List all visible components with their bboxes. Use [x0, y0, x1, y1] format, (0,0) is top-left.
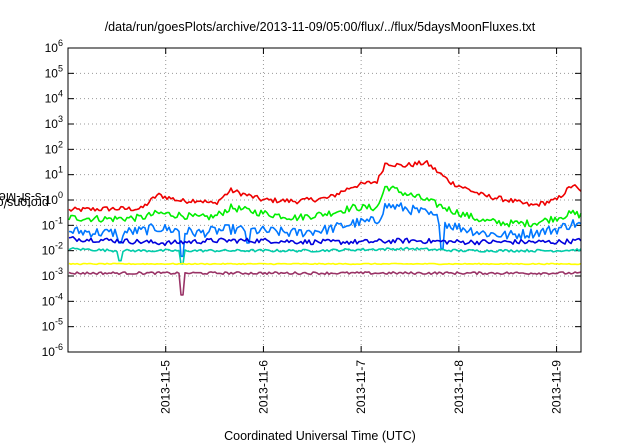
- y-tick-label-base: 10: [42, 345, 56, 359]
- y-tick-label: 105: [45, 63, 63, 80]
- x-axis-label: Coordinated Universal Time (UTC): [224, 429, 416, 443]
- x-tick-label: 2013-11-7: [354, 360, 368, 414]
- x-tick-label: 2013-11-5: [159, 360, 173, 414]
- y-tick-label-exponent: -2: [55, 241, 63, 251]
- series-line: [68, 185, 582, 228]
- y-tick-label: 104: [45, 89, 63, 106]
- y-tick-label-base: 10: [45, 41, 59, 55]
- y-tick-label-base: 10: [42, 218, 56, 232]
- y-tick-label-exponent: 6: [58, 38, 63, 48]
- x-tick-label: 2013-11-9: [550, 360, 564, 414]
- y-tick-label: 10-2: [42, 241, 63, 258]
- y-tick-label-base: 10: [45, 66, 59, 80]
- y-tick-label: 101: [45, 165, 63, 182]
- y-tick-label-exponent: -3: [55, 266, 63, 276]
- y-tick-label-exponent: 3: [58, 114, 63, 124]
- series-line: [68, 236, 582, 247]
- chart-title: /data/run/goesPlots/archive/2013-11-09/0…: [104, 20, 536, 34]
- y-tick-label: 10-6: [42, 342, 63, 359]
- y-tick-label-exponent: -4: [55, 291, 63, 301]
- y-tick-label-base: 10: [45, 193, 59, 207]
- y-tick-label-exponent: -6: [55, 342, 63, 352]
- y-tick-label-exponent: 5: [58, 63, 63, 73]
- y-tick-label-base: 10: [42, 294, 56, 308]
- y-tick-label-base: 10: [42, 269, 56, 283]
- y-tick-label-base: 10: [42, 244, 56, 258]
- y-tick-label: 100: [45, 190, 63, 207]
- y-tick-label-exponent: 0: [58, 190, 63, 200]
- y-tick-label-base: 10: [45, 92, 59, 106]
- x-tick-label: 2013-11-8: [452, 360, 466, 414]
- y-tick-label-base: 10: [42, 320, 56, 334]
- y-tick-label: 103: [45, 114, 63, 131]
- y-tick-label: 10-4: [42, 291, 63, 308]
- y-tick-label-exponent: 4: [58, 89, 63, 99]
- x-tick-label: 2013-11-6: [256, 360, 270, 414]
- y-tick-label-exponent: 1: [58, 165, 63, 175]
- y-tick-label-exponent: 2: [58, 139, 63, 149]
- y-tick-label-base: 10: [45, 168, 59, 182]
- y-tick-label-base: 10: [45, 142, 59, 156]
- y-tick-label: 102: [45, 139, 63, 156]
- y-tick-label: 10-3: [42, 266, 63, 283]
- series-line: [68, 246, 582, 265]
- series-line: [68, 271, 582, 296]
- y-tick-label: 10-5: [42, 317, 63, 334]
- y-tick-label: 10-1: [42, 215, 63, 232]
- plot-frame: [67, 47, 582, 353]
- series-line: [68, 160, 582, 213]
- y-tick-label-exponent: -5: [55, 317, 63, 327]
- y-tick-label: 106: [45, 38, 63, 55]
- series-line: [68, 202, 582, 258]
- series-line: [68, 262, 582, 266]
- y-tick-label-exponent: -1: [55, 215, 63, 225]
- y-tick-label-base: 10: [45, 117, 59, 131]
